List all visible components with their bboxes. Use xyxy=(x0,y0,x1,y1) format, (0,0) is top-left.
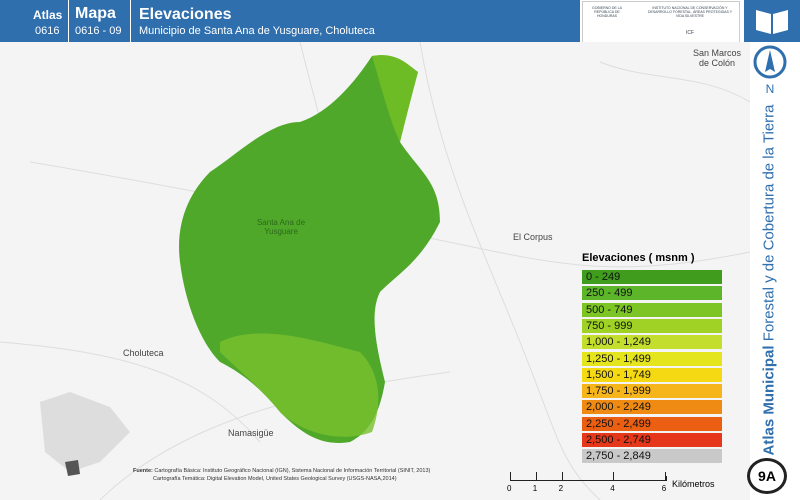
inset-highlight xyxy=(65,460,80,476)
legend-swatch xyxy=(582,367,722,382)
place-label: Choluteca xyxy=(123,348,164,358)
icf-abbr: ICF xyxy=(685,30,695,36)
header: Atlas 0616 Mapa 0616 - 09 Elevaciones Mu… xyxy=(0,0,580,42)
place-label: Namasigüe xyxy=(228,428,274,438)
legend-item: 2,000 - 2,249 xyxy=(582,400,722,415)
scale-tick xyxy=(613,472,615,480)
scale-label: 0 xyxy=(507,484,512,493)
legend-label: 750 - 999 xyxy=(586,319,633,332)
legend-swatch xyxy=(582,351,722,366)
sidebar-bold: Atlas Municipal xyxy=(760,345,778,456)
scale-tick xyxy=(664,472,666,480)
country-inset xyxy=(40,392,130,472)
legend-swatch xyxy=(582,433,722,447)
map-label: Mapa xyxy=(75,5,116,22)
legend-item: 1,250 - 1,499 xyxy=(582,351,722,366)
page-number: 9A xyxy=(747,458,787,494)
scale-label: 4 xyxy=(610,484,615,493)
legend-swatch xyxy=(582,416,722,431)
scale-label: 2 xyxy=(558,484,564,493)
place-label: San Marcos de Colón xyxy=(692,48,742,68)
legend-label: 1,500 - 1,749 xyxy=(586,368,651,381)
scale-tick xyxy=(510,472,511,480)
atlas-code: 0616 xyxy=(35,25,60,37)
footer-line: Cartografía Básica: Instituto Geográfico… xyxy=(154,468,431,474)
legend-swatch xyxy=(582,449,722,464)
legend-label: 0 - 249 xyxy=(586,271,621,283)
legend-swatch xyxy=(582,270,722,284)
map-code: 0616 - 09 xyxy=(75,25,122,37)
legend-item: 1,750 - 1,999 xyxy=(582,384,722,399)
footer-line: Cartografía Temática: Digital Elevation … xyxy=(153,476,397,482)
legend-swatch xyxy=(582,302,722,317)
legend-swatch xyxy=(582,400,722,415)
gov-logo: GOBIERNO DE LA REPÚBLICA DE HONDURAS xyxy=(592,6,622,18)
legend-label: 2,750 - 2,849 xyxy=(586,450,651,463)
legend-item: 1,000 - 1,249 xyxy=(582,335,722,350)
scale-tick xyxy=(535,472,537,480)
place-label: Santa Ana de Yusguare xyxy=(256,218,306,236)
high-terrain xyxy=(220,333,379,437)
legend-title: Elevaciones ( msnm ) xyxy=(582,252,695,264)
book-svg xyxy=(756,10,788,34)
legend-label: 1,250 - 1,499 xyxy=(586,352,651,365)
legend-label: 1,750 - 1,999 xyxy=(586,385,651,398)
legend-item: 500 - 749 xyxy=(582,302,722,317)
legend-swatch xyxy=(582,286,722,301)
divider xyxy=(68,0,69,42)
sidebar-title: Atlas Municipal Forestal y de Cobertura … xyxy=(761,105,778,456)
north-svg xyxy=(753,45,787,79)
legend-label: 1,000 - 1,249 xyxy=(586,336,651,349)
scale-label: 6 xyxy=(661,484,667,493)
footer: Fuente: Cartografía Básica: Instituto Ge… xyxy=(133,467,463,483)
legend-item: 2,750 - 2,849 xyxy=(582,449,722,464)
footer-label: Fuente: xyxy=(133,468,153,474)
legend-item: 2,250 - 2,499 xyxy=(582,416,722,431)
high-terrain xyxy=(372,55,418,142)
scale-line xyxy=(510,476,667,481)
north-arrow: N xyxy=(752,44,788,102)
atlas-label: Atlas xyxy=(33,8,63,22)
legend-item: 750 - 999 xyxy=(582,318,722,333)
book-icon xyxy=(744,0,800,42)
legend-swatch xyxy=(582,318,722,333)
place-label: El Corpus xyxy=(513,232,553,242)
legend-label: 2,500 - 2,749 xyxy=(586,434,651,446)
scale-tick xyxy=(561,472,563,480)
legend-swatch xyxy=(582,335,722,350)
legend-label: 500 - 749 xyxy=(586,303,633,316)
legend-item: 2,500 - 2,749 xyxy=(582,433,722,447)
legend-label: 2,000 - 2,249 xyxy=(586,401,651,414)
legend-label: 250 - 499 xyxy=(586,287,633,300)
legend-item: 250 - 499 xyxy=(582,286,722,301)
sidebar-rest: Forestal y de Cobertura de la Tierra xyxy=(760,104,778,342)
icf-logo: INSTITUTO NACIONAL DE CONSERVACIÓN Y DES… xyxy=(647,6,733,18)
legend-item: 1,500 - 1,749 xyxy=(582,367,722,382)
title: Elevaciones xyxy=(139,6,232,23)
legend-swatch xyxy=(582,384,722,399)
logos: GOBIERNO DE LA REPÚBLICA DE HONDURAS INS… xyxy=(582,1,740,43)
scale-unit: Kilómetros xyxy=(672,479,715,489)
legend-item: 0 - 249 xyxy=(582,270,722,284)
subtitle: Municipio de Santa Ana de Yusguare, Chol… xyxy=(139,25,375,37)
scale-label: 1 xyxy=(532,484,538,493)
divider xyxy=(130,0,131,42)
north-label: N xyxy=(765,82,775,96)
legend-label: 2,250 - 2,499 xyxy=(586,417,651,430)
